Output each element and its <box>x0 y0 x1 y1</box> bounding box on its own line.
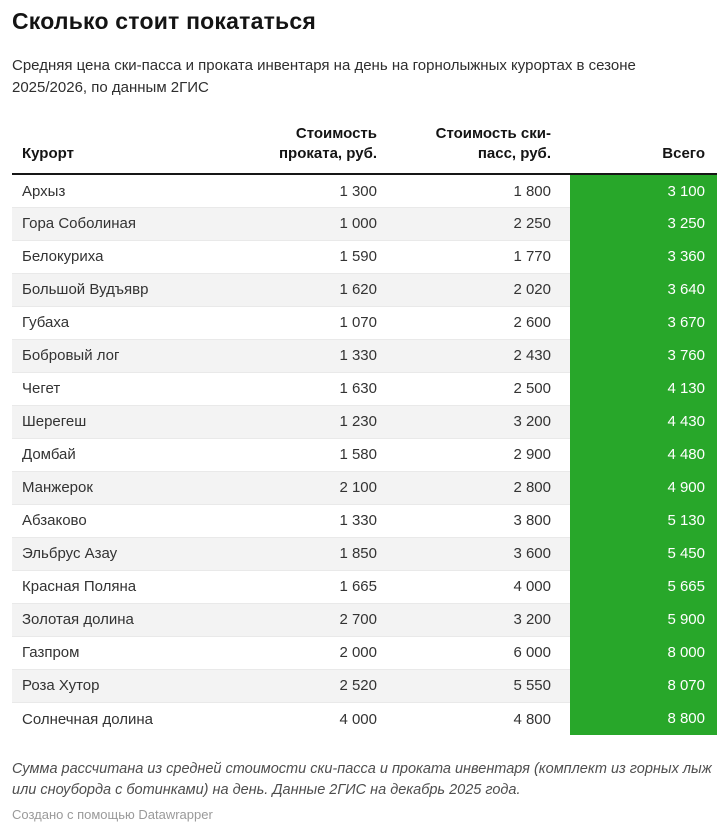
total-price-cell: 5 450 <box>570 537 717 571</box>
skipass-price-cell: 1 770 <box>389 239 570 274</box>
table-body: Архыз 1 300 1 800 3 100 Гора Соболиная 1 000 2… <box>12 173 717 736</box>
skipass-price-cell: 3 200 <box>389 602 570 637</box>
rental-price-cell: 2 520 <box>237 668 389 703</box>
rental-price-cell: 1 665 <box>237 569 389 604</box>
table-row: Бобровый лог 1 330 2 430 3 760 <box>12 338 717 373</box>
skipass-price-cell: 3 800 <box>389 503 570 538</box>
column-header-rental: Стоимость проката, руб. <box>237 122 389 176</box>
chart-subtitle: Средняя цена ски-пасса и проката инвента… <box>12 57 636 97</box>
total-price-cell: 4 480 <box>570 438 717 472</box>
resort-name-cell: Белокуриха <box>12 239 237 274</box>
attribution: Создано с помощью Datawrapper <box>12 807 717 822</box>
resort-name-cell: Большой Вудъявр <box>12 272 237 307</box>
skipass-price-cell: 2 020 <box>389 272 570 307</box>
rental-price-cell: 1 630 <box>237 371 389 406</box>
total-price-cell: 3 670 <box>570 306 717 340</box>
total-price-cell: 3 640 <box>570 273 717 307</box>
column-header-total: Всего <box>570 122 717 176</box>
skipass-price-cell: 6 000 <box>389 635 570 670</box>
table-row: Абзаково 1 330 3 800 5 130 <box>12 503 717 538</box>
total-price-cell: 4 430 <box>570 405 717 439</box>
rental-price-cell: 1 230 <box>237 404 389 439</box>
skipass-price-cell: 4 000 <box>389 569 570 604</box>
skipass-price-cell: 2 500 <box>389 371 570 406</box>
skipass-price-cell: 2 800 <box>389 470 570 505</box>
datawrapper-attribution-link[interactable]: Создано с помощью Datawrapper <box>12 807 213 823</box>
total-price-cell: 5 900 <box>570 603 717 637</box>
total-price-cell: 3 100 <box>570 174 717 208</box>
table-row: Солнечная долина 4 000 4 800 8 800 <box>12 701 717 736</box>
skipass-price-cell: 4 800 <box>389 701 570 736</box>
resort-name-cell: Архыз <box>12 173 237 208</box>
column-header-skipass: Стоимость ски- пасс, руб. <box>389 122 570 176</box>
rental-price-cell: 1 330 <box>237 338 389 373</box>
table-row: Золотая долина 2 700 3 200 5 900 <box>12 602 717 637</box>
resort-name-cell: Гора Соболиная <box>12 206 237 241</box>
rental-price-cell: 1 590 <box>237 239 389 274</box>
resort-name-cell: Абзаково <box>12 503 237 538</box>
total-price-cell: 5 130 <box>570 504 717 538</box>
table-row: Манжерок 2 100 2 800 4 900 <box>12 470 717 505</box>
skipass-price-cell: 3 200 <box>389 404 570 439</box>
total-price-cell: 8 000 <box>570 636 717 670</box>
total-price-cell: 3 760 <box>570 339 717 373</box>
total-price-cell: 8 070 <box>570 669 717 703</box>
resort-name-cell: Манжерок <box>12 470 237 505</box>
resort-name-cell: Бобровый лог <box>12 338 237 373</box>
column-header-resort: Курорт <box>12 122 237 176</box>
rental-price-cell: 1 850 <box>237 536 389 571</box>
resort-name-cell: Золотая долина <box>12 602 237 637</box>
rental-price-cell: 1 000 <box>237 206 389 241</box>
table-row: Белокуриха 1 590 1 770 3 360 <box>12 239 717 274</box>
total-price-cell: 3 360 <box>570 240 717 274</box>
rental-price-cell: 2 100 <box>237 470 389 505</box>
skipass-price-cell: 3 600 <box>389 536 570 571</box>
table-row: Губаха 1 070 2 600 3 670 <box>12 305 717 340</box>
resort-name-cell: Чегет <box>12 371 237 406</box>
total-price-cell: 8 800 <box>570 702 717 736</box>
skipass-price-cell: 2 250 <box>389 206 570 241</box>
rental-price-cell: 1 330 <box>237 503 389 538</box>
resort-name-cell: Шерегеш <box>12 404 237 439</box>
page-title: Сколько стоит покататься <box>12 8 317 34</box>
table-row: Роза Хутор 2 520 5 550 8 070 <box>12 668 717 703</box>
rental-price-cell: 1 580 <box>237 437 389 472</box>
resort-name-cell: Солнечная долина <box>12 701 237 736</box>
rental-price-cell: 2 700 <box>237 602 389 637</box>
total-price-cell: 4 130 <box>570 372 717 406</box>
total-price-cell: 4 900 <box>570 471 717 505</box>
table-row: Эльбрус Азау 1 850 3 600 5 450 <box>12 536 717 571</box>
skipass-price-cell: 5 550 <box>389 668 570 703</box>
price-table: Курорт Стоимость проката, руб. Стоимость… <box>12 122 717 736</box>
table-row: Архыз 1 300 1 800 3 100 <box>12 173 717 208</box>
skipass-price-cell: 2 600 <box>389 305 570 340</box>
resort-name-cell: Домбай <box>12 437 237 472</box>
table-row: Шерегеш 1 230 3 200 4 430 <box>12 404 717 439</box>
footnote: Сумма рассчитана из средней стоимости ск… <box>12 761 712 798</box>
table-row: Газпром 2 000 6 000 8 000 <box>12 635 717 670</box>
rental-price-cell: 4 000 <box>237 701 389 736</box>
resort-name-cell: Роза Хутор <box>12 668 237 703</box>
table-row: Гора Соболиная 1 000 2 250 3 250 <box>12 206 717 241</box>
table-row: Красная Поляна 1 665 4 000 5 665 <box>12 569 717 604</box>
table-header-row: Курорт Стоимость проката, руб. Стоимость… <box>12 122 717 176</box>
skipass-price-cell: 2 430 <box>389 338 570 373</box>
skipass-price-cell: 1 800 <box>389 173 570 208</box>
rental-price-cell: 1 300 <box>237 173 389 208</box>
resort-name-cell: Красная Поляна <box>12 569 237 604</box>
rental-price-cell: 1 070 <box>237 305 389 340</box>
resort-name-cell: Эльбрус Азау <box>12 536 237 571</box>
total-price-cell: 5 665 <box>570 570 717 604</box>
skipass-price-cell: 2 900 <box>389 437 570 472</box>
table-row: Чегет 1 630 2 500 4 130 <box>12 371 717 406</box>
total-price-cell: 3 250 <box>570 207 717 241</box>
table-row: Большой Вудъявр 1 620 2 020 3 640 <box>12 272 717 307</box>
rental-price-cell: 2 000 <box>237 635 389 670</box>
resort-name-cell: Губаха <box>12 305 237 340</box>
table-row: Домбай 1 580 2 900 4 480 <box>12 437 717 472</box>
rental-price-cell: 1 620 <box>237 272 389 307</box>
resort-name-cell: Газпром <box>12 635 237 670</box>
